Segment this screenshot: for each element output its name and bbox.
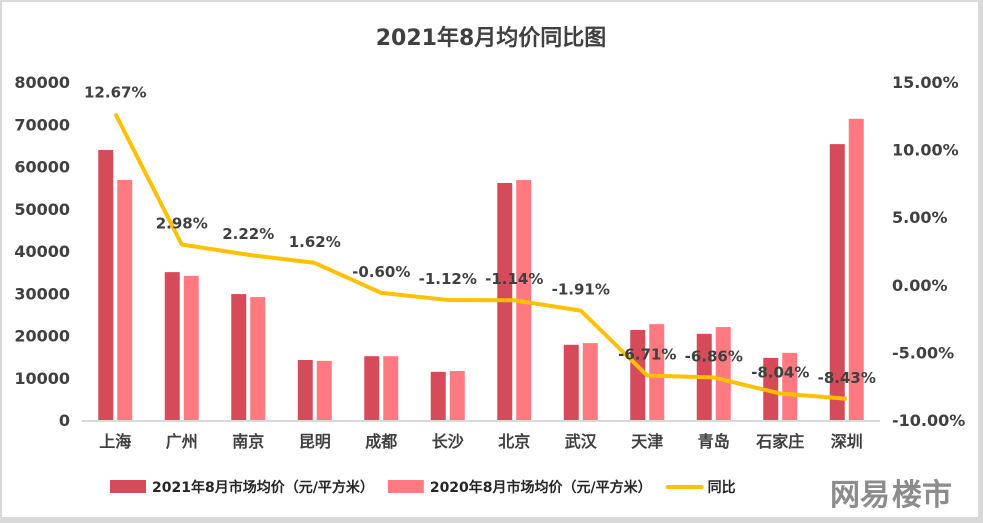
bar-2021	[630, 330, 646, 420]
bar-2020	[316, 360, 332, 420]
legend-label: 2020年8月市场均价（元/平方米）	[430, 479, 652, 496]
right-tick-label: 0.00%	[892, 276, 948, 295]
bars	[98, 118, 864, 421]
right-tick-label: -5.00%	[892, 343, 954, 362]
bar-2020	[848, 118, 864, 420]
legend-label: 同比	[708, 479, 736, 496]
category-label: 青岛	[698, 432, 730, 451]
legend-swatch	[387, 480, 424, 493]
chart-title: 2021年8月均价同比图	[376, 25, 607, 51]
yoy-data-label: -1.91%	[552, 281, 610, 299]
yoy-data-label: 1.62%	[289, 233, 341, 251]
category-label: 广州	[166, 432, 198, 451]
bar-2021	[364, 356, 380, 420]
right-tick-label: 15.00%	[892, 73, 959, 92]
category-label: 石家庄	[755, 432, 804, 451]
left-tick-label: 60000	[14, 158, 70, 177]
category-label: 长沙	[432, 432, 464, 451]
yoy-data-label: -1.14%	[485, 270, 543, 288]
right-tick-label: 10.00%	[892, 141, 959, 160]
left-tick-label: 40000	[14, 242, 70, 261]
left-tick-label: 50000	[14, 200, 70, 219]
yoy-data-label: -8.04%	[751, 364, 809, 382]
category-label: 北京	[498, 432, 530, 451]
right-axis: -10.00% -5.00% 0.00% 5.00% 10.00% 15.00%	[892, 73, 965, 430]
legend: 2021年8月市场均价（元/平方米） 2020年8月市场均价（元/平方米） 同比	[110, 479, 736, 496]
left-tick-label: 30000	[14, 284, 70, 303]
yoy-line-group	[113, 112, 847, 401]
data-labels: 12.67%2.98%2.22% 1.62%-0.60% -1.12% -1.14%-…	[84, 84, 876, 387]
yoy-data-label: -6.86%	[685, 348, 743, 366]
bar-2020	[183, 275, 199, 420]
bar-2021	[231, 294, 247, 420]
bar-2020	[582, 343, 598, 420]
yoy-data-label: -1.12%	[419, 270, 477, 288]
yoy-data-label: 2.22%	[222, 225, 274, 243]
category-label: 成都	[365, 432, 397, 451]
legend-label: 2021年8月市场均价（元/平方米）	[152, 479, 374, 496]
yoy-data-label: -8.43%	[818, 369, 876, 387]
right-tick-label: 5.00%	[892, 208, 948, 227]
right-tick-label: -10.00%	[892, 411, 965, 430]
category-label: 深圳	[831, 432, 863, 451]
bar-2021	[164, 272, 180, 420]
left-tick-label: 70000	[14, 115, 70, 134]
bar-2021	[430, 371, 446, 420]
category-label: 上海	[99, 432, 131, 451]
bar-2020	[715, 327, 731, 420]
yoy-line	[113, 112, 847, 401]
watermark-text-a: 网易	[830, 478, 890, 513]
watermark-text-b: 楼市	[892, 478, 952, 513]
yoy-data-label: 2.98%	[156, 215, 208, 233]
left-tick-label: 10000	[14, 369, 70, 388]
yoy-data-label: -0.60%	[352, 263, 410, 281]
yoy-data-label: -6.71%	[618, 346, 676, 364]
left-tick-label: 0	[59, 411, 70, 430]
category-label: 天津	[631, 432, 663, 451]
bar-2020	[782, 352, 798, 420]
legend-swatch	[110, 480, 146, 493]
bar-2021	[563, 344, 579, 420]
category-label: 昆明	[299, 432, 331, 451]
bar-2021	[829, 144, 845, 421]
category-label: 南京	[232, 432, 264, 451]
bar-2020	[449, 370, 465, 420]
bar-2020	[383, 356, 399, 420]
bar-2020	[250, 297, 266, 420]
x-axis: 上海 广州 南京 昆明 成都 长沙 北京 武汉 天津 青岛 石家庄 深圳	[99, 432, 863, 451]
yoy-data-label: 12.67%	[84, 84, 146, 102]
bar-2021	[763, 357, 779, 420]
chart-frame	[2, 2, 978, 517]
category-label: 武汉	[565, 432, 598, 451]
bar-2021	[98, 150, 114, 420]
bar-2020	[649, 324, 665, 420]
bar-2021	[297, 360, 313, 420]
left-axis: 0 10000 20000 30000 40000 50000 60000 70000 8000…	[14, 73, 70, 430]
watermark: 网易 楼市	[830, 478, 952, 513]
left-tick-label: 80000	[14, 73, 70, 92]
bar-2020	[117, 180, 133, 420]
left-tick-label: 20000	[14, 327, 70, 346]
